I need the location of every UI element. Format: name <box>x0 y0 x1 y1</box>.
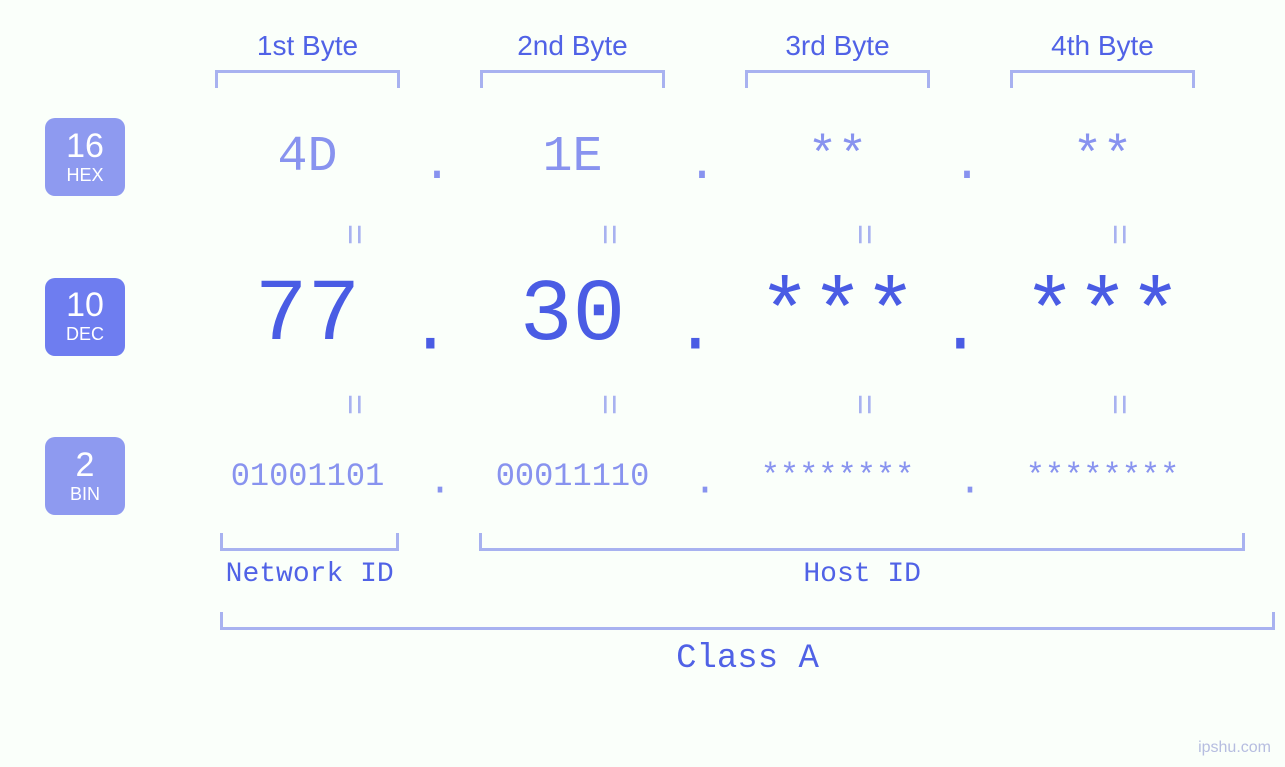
bin-val-4: ******** <box>1026 458 1180 495</box>
hex-val-1: 4D <box>277 129 337 186</box>
top-bracket-3 <box>745 70 930 88</box>
class-bracket <box>220 612 1275 630</box>
eq-row-1: = = = = <box>225 214 1245 255</box>
bin-cell-1: 01001101 . <box>175 458 440 495</box>
bin-cell-4: ******** <box>970 458 1235 495</box>
bin-badge: 2 BIN <box>45 437 125 515</box>
hex-cell-2: 1E . <box>440 129 705 186</box>
split-brackets <box>220 533 1245 551</box>
hex-row: 16 HEX 4D . 1E . ** . ** <box>45 118 1245 196</box>
dec-badge-txt: DEC <box>66 324 104 345</box>
bin-cell-2: 00011110 . <box>440 458 705 495</box>
dec-val-3: *** <box>758 267 916 366</box>
dec-badge-num: 10 <box>66 288 104 322</box>
bin-badge-num: 2 <box>76 448 95 482</box>
top-bracket-4 <box>1010 70 1195 88</box>
bin-val-3: ******** <box>761 458 915 495</box>
hex-badge-txt: HEX <box>66 165 103 186</box>
top-bracket-1 <box>215 70 400 88</box>
host-id-label: Host ID <box>479 559 1245 590</box>
dec-cell-1: 77 . <box>175 267 440 366</box>
dec-cell-3: *** . <box>705 267 970 366</box>
byte-header-2: 2nd Byte <box>440 30 705 88</box>
eq-row-2: = = = = <box>225 384 1245 425</box>
split-labels: Network ID Host ID <box>220 559 1245 590</box>
bin-row: 2 BIN 01001101 . 00011110 . ******** . *… <box>45 437 1245 515</box>
hex-cell-3: ** . <box>705 129 970 186</box>
hex-badge-num: 16 <box>66 129 104 163</box>
dec-badge: 10 DEC <box>45 278 125 356</box>
class-label: Class A <box>220 640 1275 678</box>
byte-label-3: 3rd Byte <box>705 30 970 62</box>
hex-cell-1: 4D . <box>175 129 440 186</box>
dec-cell-2: 30 . <box>440 267 705 366</box>
byte-label-2: 2nd Byte <box>440 30 705 62</box>
byte-header-3: 3rd Byte <box>705 30 970 88</box>
dec-row: 10 DEC 77 . 30 . *** . *** <box>45 267 1245 366</box>
bin-cell-3: ******** . <box>705 458 970 495</box>
host-bracket <box>479 533 1245 551</box>
byte-header-4: 4th Byte <box>970 30 1235 88</box>
byte-label-1: 1st Byte <box>175 30 440 62</box>
hex-badge: 16 HEX <box>45 118 125 196</box>
bin-cells: 01001101 . 00011110 . ******** . *******… <box>175 458 1235 495</box>
network-bracket <box>220 533 399 551</box>
watermark: ipshu.com <box>1198 739 1271 757</box>
bottom-section: Network ID Host ID Class A <box>220 533 1245 678</box>
bin-val-1: 01001101 <box>231 458 385 495</box>
byte-header-1: 1st Byte <box>175 30 440 88</box>
ip-diagram: 1st Byte 2nd Byte 3rd Byte 4th Byte 16 H… <box>45 30 1245 678</box>
network-id-label: Network ID <box>220 559 399 590</box>
top-bracket-2 <box>480 70 665 88</box>
bin-val-2: 00011110 <box>496 458 650 495</box>
byte-label-4: 4th Byte <box>970 30 1235 62</box>
byte-headers-row: 1st Byte 2nd Byte 3rd Byte 4th Byte <box>175 30 1245 88</box>
bin-badge-txt: BIN <box>70 484 100 505</box>
